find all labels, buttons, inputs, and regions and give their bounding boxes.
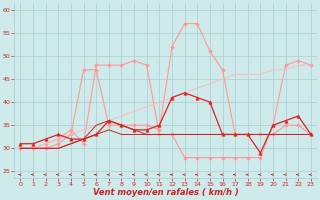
X-axis label: Vent moyen/en rafales ( km/h ): Vent moyen/en rafales ( km/h ) (93, 188, 238, 197)
